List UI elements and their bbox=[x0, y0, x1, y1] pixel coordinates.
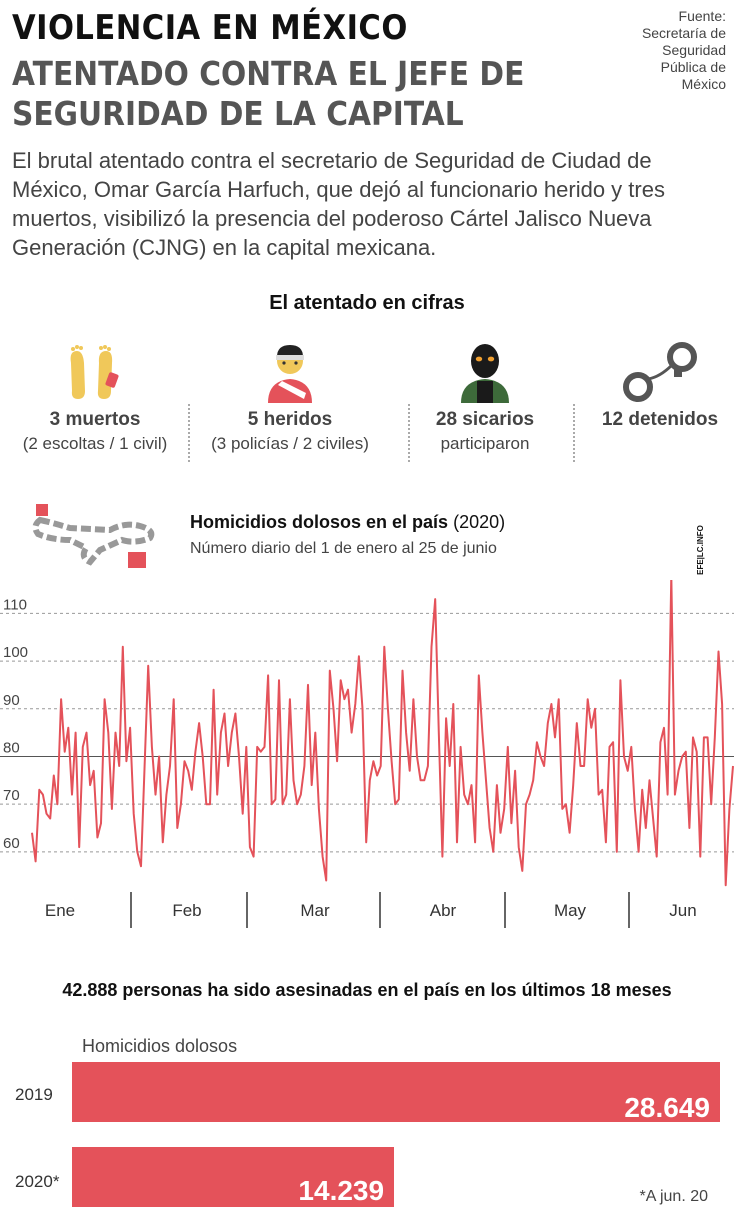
stat-divider bbox=[573, 404, 575, 462]
line-chart-subtitle: Número diario del 1 de enero al 25 de ju… bbox=[190, 540, 497, 557]
y-tick-label: 110 bbox=[3, 596, 27, 613]
masked-hitman-icon bbox=[395, 335, 575, 403]
line-chart-title-suffix: (2020) bbox=[453, 512, 506, 532]
body-outline-icon bbox=[32, 504, 155, 568]
line-chart-title-main: Homicidios dolosos en el país bbox=[190, 512, 449, 532]
bar-year-2019: 2019 bbox=[15, 1085, 53, 1104]
line-chart-title: Homicidios dolosos en el país (2020) bbox=[190, 512, 505, 533]
bar-chart-series-label: Homicidios dolosos bbox=[82, 1036, 238, 1056]
stat-muertos: 3 muertos (2 escoltas / 1 civil) bbox=[5, 335, 185, 454]
stat-divider bbox=[408, 404, 410, 462]
bar-chart-title: 42.888 personas ha sido asesinadas en el… bbox=[62, 980, 672, 1000]
stat-sicarios-detail: participaron bbox=[440, 434, 530, 453]
source-note: Fuente: Secretaría de Seguridad Pública … bbox=[641, 8, 726, 92]
stat-sicarios: 28 sicarios participaron bbox=[395, 335, 575, 454]
stat-heridos-value: 5 heridos bbox=[247, 409, 333, 430]
bar-chart-footnote: *A jun. 20 bbox=[639, 1188, 709, 1205]
bar-value-2019: 28.649 bbox=[624, 1092, 710, 1123]
stat-detenidos-value: 12 detenidos bbox=[601, 409, 719, 430]
month-label-abr: Abr bbox=[430, 901, 457, 920]
bar-year-2020: 2020* bbox=[15, 1172, 60, 1191]
month-label-feb: Feb bbox=[172, 901, 201, 920]
y-tick-label: 90 bbox=[3, 692, 20, 709]
stat-heridos: 5 heridos (3 policías / 2 civiles) bbox=[200, 335, 380, 454]
bar-2020 bbox=[72, 1147, 395, 1207]
svg-text:EFE|LC.INFO: EFE|LC.INFO bbox=[696, 525, 705, 575]
month-label-jun: Jun bbox=[669, 901, 696, 920]
intro-paragraph: El brutal atentado contra el secretario … bbox=[12, 148, 665, 260]
stat-detenidos: 12 detenidos bbox=[570, 335, 734, 434]
cifras-title: El atentado en cifras bbox=[269, 292, 465, 314]
stat-muertos-detail: (2 escoltas / 1 civil) bbox=[22, 434, 168, 453]
series-line-homicidios bbox=[31, 580, 734, 887]
stat-divider bbox=[188, 404, 190, 462]
stat-sicarios-value: 28 sicarios bbox=[435, 409, 535, 430]
month-label-mar: Mar bbox=[300, 901, 330, 920]
stat-muertos-value: 3 muertos bbox=[49, 409, 141, 430]
feet-tag-icon bbox=[5, 335, 185, 403]
main-title: VIOLENCIA EN MÉXICO bbox=[12, 8, 408, 48]
y-tick-label: 80 bbox=[3, 739, 20, 756]
month-label-ene: Ene bbox=[45, 901, 75, 920]
sub-title: ATENTADO CONTRA EL JEFE DE SEGURIDAD DE … bbox=[12, 54, 525, 133]
handcuffs-icon bbox=[570, 335, 734, 403]
y-tick-label: 70 bbox=[3, 787, 20, 804]
injured-person-icon bbox=[200, 335, 380, 403]
y-tick-label: 60 bbox=[3, 835, 20, 852]
daily-homicides-line-chart: 60 70 80 90 100 110 Ene Feb Mar Abr May Jun bbox=[0, 580, 734, 928]
stat-heridos-detail: (3 policías / 2 civiles) bbox=[211, 434, 369, 453]
bar-value-2020: 14.239 bbox=[298, 1175, 385, 1206]
y-tick-label: 100 bbox=[3, 644, 28, 661]
bar-2019 bbox=[72, 1062, 720, 1122]
efe-credit-logo: EFE|LC.INFO bbox=[696, 515, 710, 585]
month-label-may: May bbox=[554, 901, 587, 920]
